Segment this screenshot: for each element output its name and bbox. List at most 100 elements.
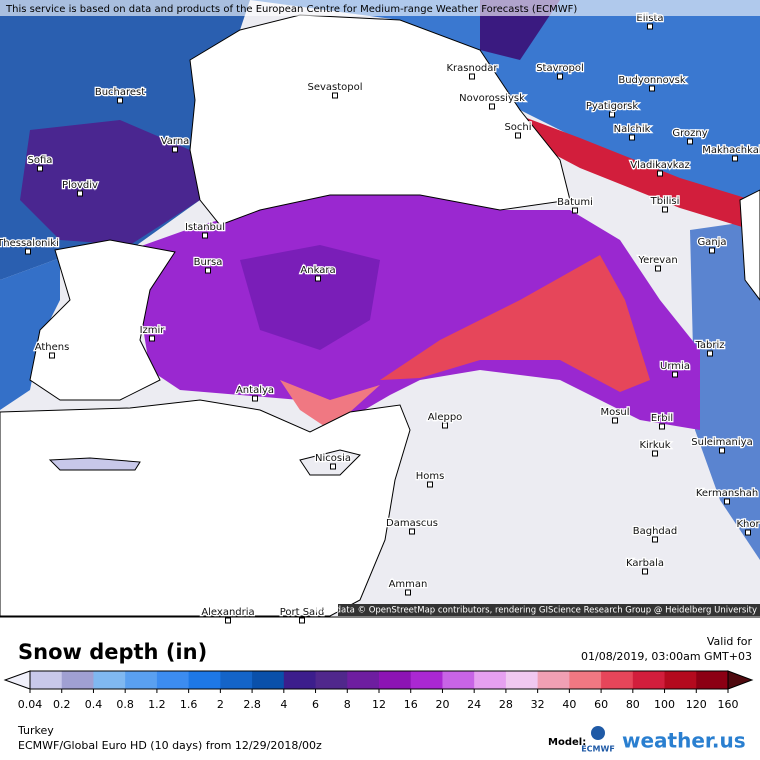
model-label: Model:: [548, 737, 586, 748]
colorbar-label: 40: [562, 698, 576, 711]
colorbar-label: 0.8: [116, 698, 134, 711]
city-label: Sochi: [504, 122, 531, 133]
city-label: Novorossiysk: [459, 93, 525, 104]
city-marker: [117, 97, 123, 104]
city-label: Thessaloniki: [0, 238, 59, 249]
city-label: Makhachkala: [702, 145, 760, 156]
city-marker: [225, 617, 231, 624]
colorbar-label: 0.2: [53, 698, 71, 711]
valid-time: 01/08/2019, 03:00am GMT+03: [581, 650, 752, 663]
city-label: Antalya: [236, 385, 274, 396]
city-label: Pyatigorsk: [586, 101, 639, 112]
city-label: Homs: [416, 471, 445, 482]
city-label: Tabriz: [694, 340, 724, 351]
colorbar-label: 80: [626, 698, 640, 711]
city-marker: [252, 395, 258, 402]
city-label: Batumi: [557, 197, 593, 208]
colorbar-label: 16: [404, 698, 418, 711]
color-swatch: [664, 671, 697, 689]
city-label: Budyonnovsk: [618, 75, 686, 86]
model-logo: ECMWF: [581, 745, 615, 754]
city-label: Plovdiv: [62, 180, 98, 191]
color-swatch: [442, 671, 475, 689]
city-marker: [405, 589, 411, 596]
turkey-inner: [240, 245, 380, 350]
ecmwf-logo-icon: [591, 726, 605, 740]
city-marker: [25, 248, 31, 255]
over-triangle: [727, 670, 754, 690]
city-marker: [609, 111, 615, 118]
color-swatch: [410, 671, 443, 689]
city-marker: [489, 103, 495, 110]
city-label: Istanbul: [185, 222, 225, 233]
east-turkey-heavy-snow: [380, 255, 650, 392]
color-swatch: [474, 671, 507, 689]
city-marker: [557, 73, 563, 80]
city-marker: [652, 536, 658, 543]
city-label: Mosul: [600, 407, 629, 418]
color-swatch: [30, 671, 63, 689]
color-swatch: [283, 671, 317, 689]
caspian-sea: [739, 189, 760, 301]
colorbar-label: 0.4: [85, 698, 103, 711]
attribution: Map data © OpenStreetMap contributors, r…: [315, 606, 757, 616]
city-marker: [647, 23, 653, 30]
city-label: Izmir: [140, 325, 166, 336]
color-swatch: [379, 671, 412, 689]
city-marker: [655, 265, 661, 272]
city-marker: [745, 529, 751, 536]
crete: [48, 457, 141, 471]
colorbar-label: 60: [594, 698, 608, 711]
black-sea: [189, 14, 571, 226]
color-swatch: [61, 671, 94, 689]
city-marker: [724, 498, 730, 505]
city-marker: [662, 206, 668, 213]
city-label: Krasnodar: [446, 63, 498, 74]
city-label: Amman: [389, 579, 428, 590]
colorbar-label: 20: [435, 698, 449, 711]
city-marker: [687, 138, 693, 145]
color-swatch: [601, 671, 634, 689]
color-swatch: [315, 671, 348, 689]
colorbar-label: 120: [686, 698, 707, 711]
city-marker: [642, 568, 648, 575]
city-label: Kirkuk: [639, 440, 670, 451]
city-marker: [707, 350, 713, 357]
region: Turkey: [17, 724, 54, 737]
city-marker: [332, 92, 338, 99]
city-label: Ganja: [697, 237, 726, 248]
city-marker: [202, 232, 208, 239]
city-label: Nicosia: [315, 453, 351, 464]
city-marker: [427, 481, 433, 488]
colorbar-label: 0.04: [18, 698, 43, 711]
city-label: Sofia: [28, 155, 53, 166]
city-label: Tbilisi: [650, 196, 680, 207]
city-marker: [572, 207, 578, 214]
city-marker: [442, 422, 448, 429]
colorbar-label: 1.6: [180, 698, 198, 711]
iran-snow: [690, 220, 760, 560]
colorbar-label: 4: [280, 698, 287, 711]
under-triangle: [3, 670, 31, 690]
mediterranean-sea: [0, 399, 411, 617]
notice-bar: [0, 0, 760, 16]
city-label: Bucharest: [95, 87, 145, 98]
cyprus: [299, 449, 361, 476]
city-label: Urmia: [660, 361, 690, 372]
city-label: Khor: [736, 519, 760, 530]
city-label: Vladikavkaz: [630, 160, 690, 171]
city-label: Grozny: [672, 128, 707, 139]
city-label: Damascus: [386, 518, 438, 529]
colorbar-label: 1.2: [148, 698, 166, 711]
city-label: Varna: [161, 136, 190, 147]
city-marker: [659, 423, 665, 430]
color-swatch: [347, 671, 380, 689]
city-marker: [149, 335, 155, 342]
color-swatch: [632, 671, 666, 689]
color-swatch: [696, 671, 729, 689]
valid-label: Valid for: [707, 635, 753, 648]
city-marker: [409, 528, 415, 535]
color-swatch: [156, 671, 190, 689]
